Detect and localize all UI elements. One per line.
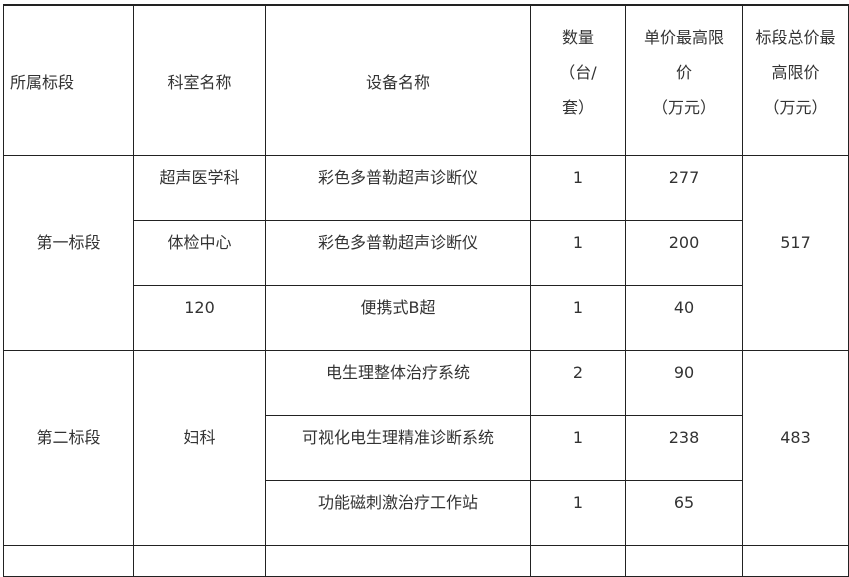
- table-row: 体检中心 彩色多普勒超声诊断仪 1 200: [4, 220, 849, 286]
- quantity-cell: 1: [530, 220, 626, 286]
- department-cell: 体检中心: [133, 220, 266, 286]
- quantity-cell: 1: [530, 155, 626, 221]
- unit-price-cell: 90: [625, 350, 743, 416]
- table-row: 第二标段 妇科 电生理整体治疗系统 2 90 483: [3, 350, 849, 546]
- quantity-cell: 2: [530, 350, 626, 416]
- equipment-cell: 便携式B超: [265, 285, 531, 351]
- table-header-row: 所属标段 科室名称 设备名称 数量 （台/套） 单价最高限价（万元） 标段总价最高…: [3, 4, 849, 156]
- quantity-cell: 1: [530, 285, 626, 351]
- table-row: 第一标段 超声医学科 彩色多普勒超声诊断仪 1 277 517: [3, 155, 849, 351]
- header-quantity: 数量 （台/套）: [530, 4, 626, 156]
- equipment-cell: 彩色多普勒超声诊断仪: [265, 155, 531, 221]
- header-section: 所属标段: [3, 4, 134, 156]
- unit-price-cell: 40: [625, 285, 743, 351]
- department-cell: 120: [133, 285, 266, 351]
- table-row: 功能磁刺激治疗工作站 1 65: [4, 480, 849, 546]
- header-section-total: 标段总价最 高限价 （万元）: [742, 4, 849, 156]
- equipment-cell: 可视化电生理精准诊断系统: [265, 415, 531, 481]
- header-unit-price: 单价最高限价（万元）: [625, 4, 743, 156]
- table-row-partial: [3, 545, 849, 577]
- header-equipment: 设备名称: [265, 4, 531, 156]
- section-total: 517: [742, 155, 849, 351]
- section-total: 483: [742, 350, 849, 546]
- equipment-price-table: 所属标段 科室名称 设备名称 数量 （台/套） 单价最高限价（万元） 标段总价最高…: [3, 4, 849, 577]
- unit-price-cell: 65: [625, 480, 743, 546]
- department-cell: 妇科: [133, 350, 266, 546]
- quantity-cell: 1: [530, 480, 626, 546]
- table-row: 120 便携式B超 1 40: [4, 285, 849, 351]
- table-row: 可视化电生理精准诊断系统 1 238: [4, 415, 849, 481]
- quantity-cell: 1: [530, 415, 626, 481]
- header-department: 科室名称: [133, 4, 266, 156]
- section-name: 第一标段: [3, 155, 134, 351]
- equipment-cell: 电生理整体治疗系统: [265, 350, 531, 416]
- unit-price-cell: 200: [625, 220, 743, 286]
- unit-price-cell: 277: [625, 155, 743, 221]
- section-name: 第二标段: [3, 350, 134, 546]
- equipment-cell: 彩色多普勒超声诊断仪: [265, 220, 531, 286]
- unit-price-cell: 238: [625, 415, 743, 481]
- equipment-cell: 功能磁刺激治疗工作站: [265, 480, 531, 546]
- department-cell: 超声医学科: [133, 155, 266, 221]
